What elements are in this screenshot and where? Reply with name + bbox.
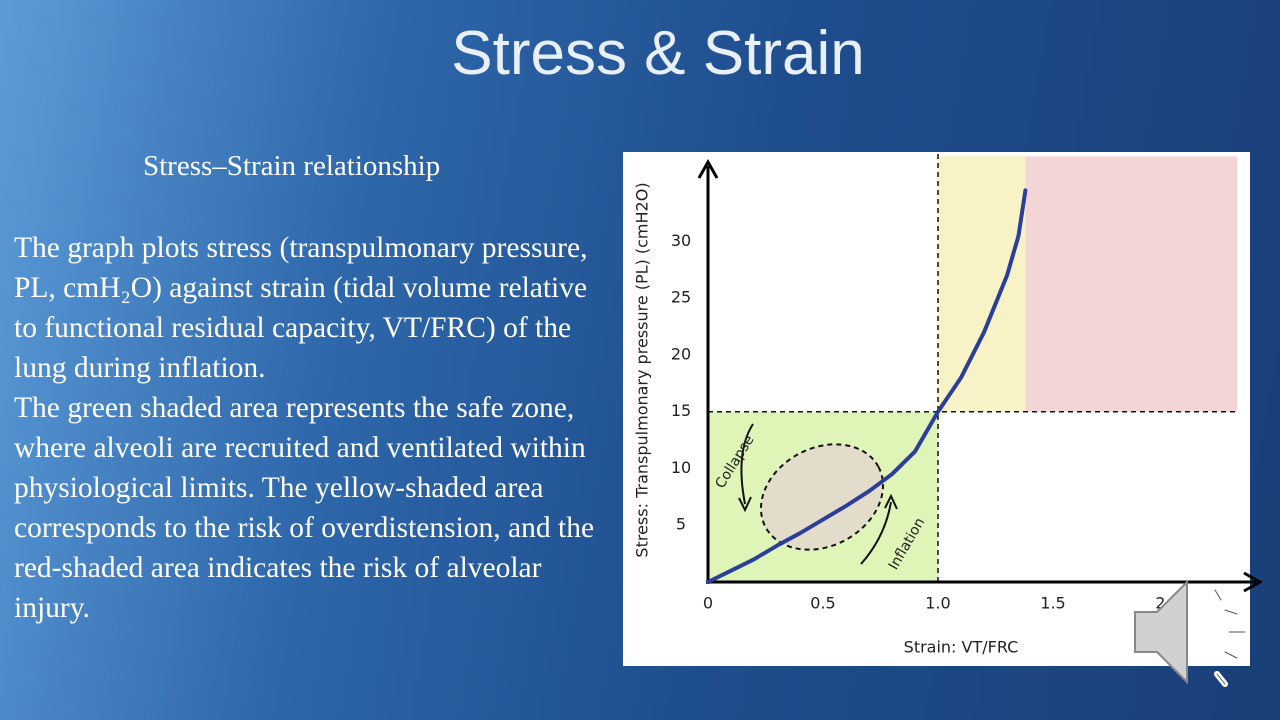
y-tick-label: 5 bbox=[676, 515, 686, 534]
y-tick-label: 30 bbox=[671, 231, 691, 250]
chart: Collapse Inflation Stress: Transpulmonar… bbox=[623, 150, 1264, 666]
region bbox=[1025, 156, 1237, 412]
y-tick-label: 25 bbox=[671, 288, 691, 307]
loop bbox=[759, 443, 885, 551]
x-axis-label: Strain: VT/FRC bbox=[904, 638, 1019, 657]
paragraph: The green shaded area represents the saf… bbox=[14, 392, 595, 624]
curve bbox=[706, 188, 1028, 584]
x-axis-arrow bbox=[1243, 571, 1264, 593]
x-tick-label: 0 bbox=[703, 594, 713, 613]
y-tick-label: 15 bbox=[671, 401, 691, 420]
y-tick-label: 10 bbox=[671, 458, 691, 477]
x-tick-label: 1.5 bbox=[1040, 594, 1065, 613]
paragraph: The graph plots stress (transpulmonary p… bbox=[14, 232, 588, 384]
x-tick-label: 1.0 bbox=[925, 594, 950, 613]
arrowhead bbox=[738, 496, 752, 513]
y-axis-arrow bbox=[697, 158, 719, 179]
slide-subtitle: Stress–Strain relationship bbox=[143, 150, 441, 182]
arrowhead bbox=[884, 493, 898, 510]
speaker-icon[interactable] bbox=[1125, 570, 1260, 695]
collapse-arrow bbox=[740, 423, 754, 505]
region bbox=[938, 156, 1026, 412]
x-tick-label: 0.5 bbox=[810, 594, 835, 613]
slide-body: The graph plots stress (transpulmonary p… bbox=[14, 228, 604, 628]
slide-title: Stress & Strain bbox=[451, 19, 865, 88]
inflation-arrow bbox=[860, 501, 892, 565]
y-axis-label: Stress: Transpulmonary pressure (PL) (cm… bbox=[633, 182, 652, 557]
y-tick-label: 20 bbox=[671, 344, 691, 363]
